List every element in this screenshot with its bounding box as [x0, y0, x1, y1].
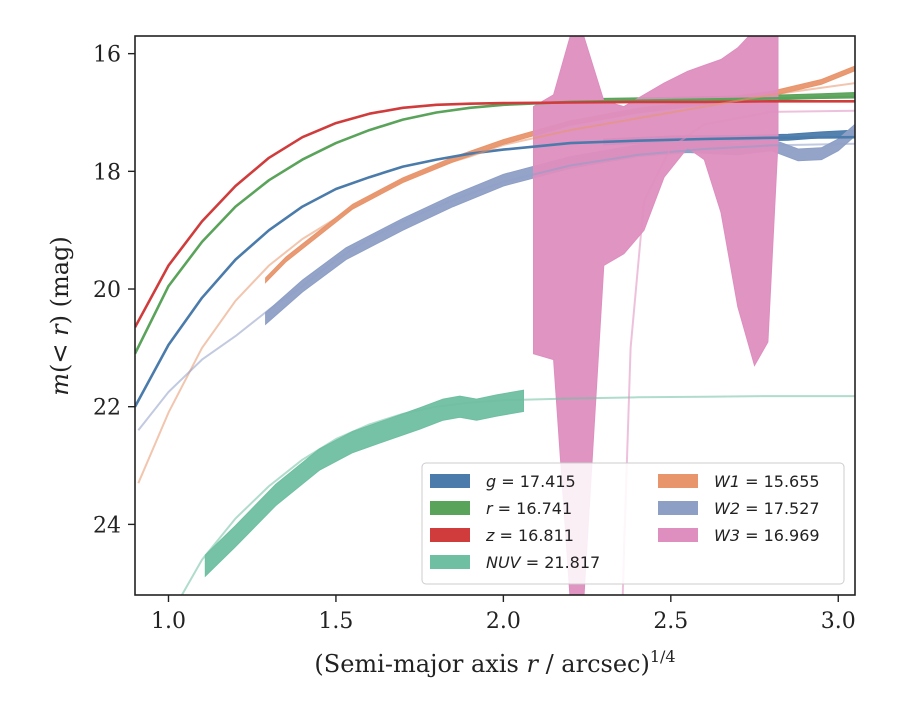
series-model-lines: [135, 82, 855, 595]
legend-swatch-z: [430, 528, 470, 542]
legend-swatch-w2: [658, 501, 698, 515]
legend-label-r: r = 16.741: [486, 499, 572, 518]
y-tick-label: 16: [93, 43, 121, 68]
x-tick-label: 1.0: [151, 609, 186, 634]
x-tick-label: 3.0: [821, 609, 856, 634]
legend-label-w3: W3 = 16.969: [714, 526, 820, 545]
y-tick-label: 22: [93, 396, 121, 421]
model-line-w2: [137, 142, 855, 431]
legend-label-w2: W2 = 17.527: [714, 499, 820, 518]
legend: g = 17.415 r = 16.741 z = 16.811 NUV = 21.8…: [421, 462, 845, 585]
legend-label-w1: W1 = 15.655: [714, 472, 820, 491]
legend-swatch-r: [430, 501, 470, 515]
model-line-g: [135, 135, 855, 408]
model-line-nuv: [180, 395, 855, 595]
band-w3: [533, 36, 779, 595]
y-axis-title: m(< r) (mag): [46, 236, 74, 396]
legend-swatch-w3: [658, 528, 698, 542]
plot-frame: [134, 35, 856, 596]
legend-swatch-g: [430, 474, 470, 488]
x-tick-label: 2.5: [653, 609, 688, 634]
legend-swatch-w1: [658, 474, 698, 488]
model-line-z: [135, 100, 855, 328]
legend-label-z: z = 16.811: [485, 526, 574, 545]
x-tick-label: 2.0: [486, 609, 521, 634]
legend-label-nuv: NUV = 21.817: [486, 553, 600, 572]
legend-swatch-nuv: [430, 555, 470, 569]
x-tick-label: 1.5: [318, 609, 353, 634]
x-axis-ticks: 1.0 1.5 2.0 2.5 3.0: [151, 595, 856, 634]
model-line-r: [135, 95, 855, 355]
y-axis-ticks: 16 18 20 22 24: [93, 43, 135, 538]
legend-frame: [421, 462, 845, 585]
y-tick-label: 24: [93, 513, 121, 538]
x-axis-title: (Semi-major axis r / arcsec)1/4: [314, 647, 675, 678]
model-line-w1: [137, 82, 855, 484]
legend-label-g: g = 17.415: [486, 472, 576, 491]
y-tick-label: 18: [93, 160, 121, 185]
y-tick-label: 20: [93, 278, 121, 303]
band-w1: [265, 65, 855, 284]
